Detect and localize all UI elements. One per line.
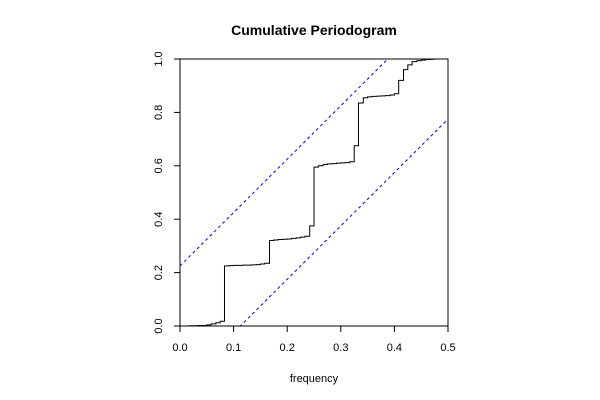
y-axis: 0.0 0.2 0.4 0.6 0.8 1.0 xyxy=(153,51,180,334)
plot-frame xyxy=(179,58,449,327)
x-tick-label: 0.4 xyxy=(387,342,402,354)
y-tick-label: 0.4 xyxy=(153,212,165,227)
cumulative-periodogram-line xyxy=(180,58,448,327)
x-tick-label: 0.1 xyxy=(226,342,241,354)
y-tick-label: 0.0 xyxy=(153,318,165,333)
y-tick-label: 1.0 xyxy=(153,51,165,66)
plot-area xyxy=(180,58,448,327)
chart-title: Cumulative Periodogram xyxy=(231,22,397,38)
y-tick-label: 0.2 xyxy=(153,265,165,280)
x-tick-label: 0.2 xyxy=(280,342,295,354)
x-tick-label: 0.0 xyxy=(172,342,187,354)
y-tick-label: 0.8 xyxy=(153,105,165,120)
x-axis-label: frequency xyxy=(290,373,339,385)
x-tick-label: 0.5 xyxy=(440,342,455,354)
x-axis: 0.0 0.1 0.2 0.3 0.4 0.5 xyxy=(172,326,456,354)
x-tick-label: 0.3 xyxy=(333,342,348,354)
lower-confidence-bound xyxy=(239,118,448,326)
y-tick-label: 0.6 xyxy=(153,158,165,173)
